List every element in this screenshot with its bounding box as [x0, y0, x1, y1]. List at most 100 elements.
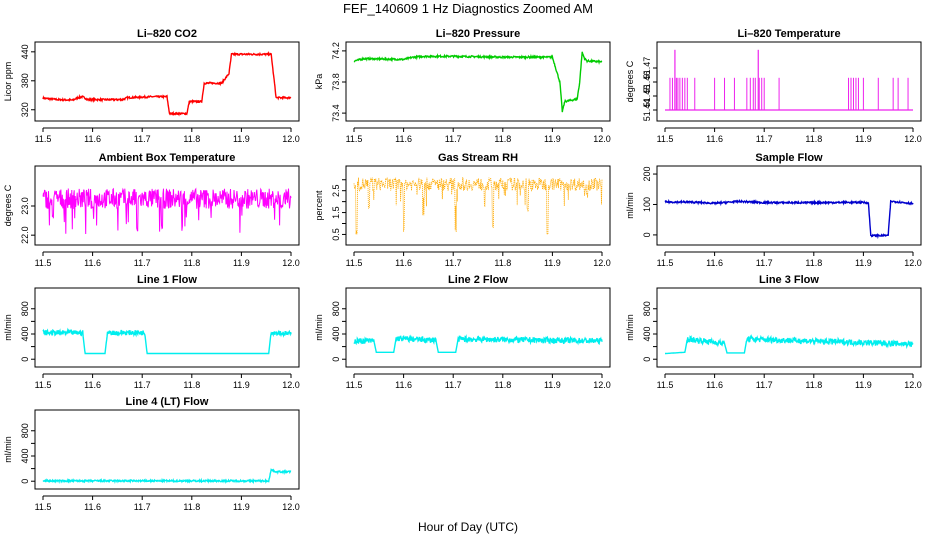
- plot-frame: [345, 165, 611, 246]
- y-tick-label: 320: [20, 102, 30, 117]
- y-tick-label: 51.45: [642, 85, 652, 108]
- x-tick-label: 11.7: [134, 502, 151, 512]
- y-axis-label: ml/min: [314, 314, 324, 341]
- x-tick-label: 11.8: [805, 380, 822, 390]
- y-tick-label: 73.4: [331, 104, 341, 122]
- y-tick-label: 0: [642, 357, 652, 362]
- line2-series: [353, 334, 603, 353]
- co2-series: [42, 50, 292, 117]
- panel-title: Ambient Box Temperature: [99, 152, 236, 164]
- line4-series: [42, 468, 292, 485]
- x-tick-label: 12.0: [593, 134, 611, 144]
- x-tick-label: 11.5: [346, 258, 363, 268]
- panel-sample_flow: Sample Flow ml/min 0 100 200 11.5 11.6 11.7 11.8…: [625, 152, 922, 268]
- x-tick-label: 11.9: [855, 380, 872, 390]
- plot-frame: [34, 41, 300, 122]
- plot-frame: [656, 41, 922, 122]
- panel-title: Line 1 Flow: [137, 274, 197, 286]
- panel-line3: Line 3 Flow ml/min 0 400 800 11.5 11.6 11.7 11.8…: [625, 274, 922, 390]
- x-tick-label: 11.6: [84, 380, 101, 390]
- pressure-series: [353, 51, 603, 113]
- x-tick-label: 11.5: [657, 134, 674, 144]
- x-tick-label: 12.0: [593, 380, 611, 390]
- y-tick-label: 400: [331, 326, 341, 341]
- x-tick-label: 12.0: [904, 380, 922, 390]
- plot-frame: [345, 41, 611, 122]
- panel-title: Li–820 CO2: [137, 28, 197, 40]
- y-axis-label: degrees C: [625, 60, 635, 102]
- x-tick-label: 11.8: [183, 258, 200, 268]
- y-tick-label: 200: [642, 167, 652, 182]
- panel-grid: Li–820 CO2 Licor ppm 320 380 440 11.5 11.6 11.7…: [3, 28, 922, 512]
- x-tick-label: 12.0: [282, 502, 300, 512]
- x-tick-label: 11.5: [35, 134, 52, 144]
- x-tick-label: 11.6: [395, 380, 412, 390]
- x-tick-label: 11.6: [706, 380, 723, 390]
- x-tick-label: 11.9: [233, 134, 250, 144]
- x-tick-label: 12.0: [282, 380, 300, 390]
- panel-title: Line 3 Flow: [759, 274, 819, 286]
- y-axis-label: Licor ppm: [3, 62, 13, 102]
- y-tick-label: 800: [642, 301, 652, 316]
- y-tick-label: 800: [20, 423, 30, 438]
- y-tick-label: 100: [642, 197, 652, 212]
- x-tick-label: 11.7: [445, 258, 462, 268]
- panel-title: Sample Flow: [755, 152, 823, 164]
- x-tick-label: 11.6: [84, 258, 101, 268]
- y-axis-label: ml/min: [3, 436, 13, 463]
- panel-line4: Line 4 (LT) Flow ml/min 0 400 800 11.5 11.6 11.…: [3, 396, 300, 512]
- plot-frame: [34, 409, 300, 490]
- x-tick-label: 11.9: [233, 502, 250, 512]
- y-tick-label: 0: [331, 357, 341, 362]
- box-temp-series: [42, 187, 292, 235]
- plot-frame: [656, 287, 922, 368]
- panel-title: Li–820 Pressure: [436, 28, 520, 40]
- y-axis-label: degrees C: [3, 184, 13, 226]
- x-tick-label: 11.5: [657, 380, 674, 390]
- y-tick-label: 73.8: [331, 73, 341, 91]
- x-tick-label: 11.8: [494, 134, 511, 144]
- y-tick-label: 400: [20, 326, 30, 341]
- rh-series: [353, 176, 603, 235]
- x-tick-label: 11.7: [445, 380, 462, 390]
- x-tick-label: 11.6: [395, 258, 412, 268]
- x-tick-label: 11.7: [756, 258, 773, 268]
- y-tick-label: 2.5: [331, 184, 341, 197]
- y-tick-label: 380: [20, 73, 30, 88]
- y-tick-label: 0: [20, 357, 30, 362]
- figure-title: FEF_140609 1 Hz Diagnostics Zoomed AM: [343, 1, 593, 16]
- plot-frame: [656, 165, 922, 246]
- y-tick-label: 51.44: [642, 99, 652, 122]
- x-tick-label: 11.5: [35, 380, 52, 390]
- y-tick-label: 0: [642, 232, 652, 237]
- y-axis-label: percent: [314, 190, 324, 221]
- x-tick-label: 11.6: [706, 258, 723, 268]
- x-tick-label: 11.9: [544, 380, 561, 390]
- x-tick-label: 11.8: [494, 258, 511, 268]
- panel-title: Gas Stream RH: [438, 152, 518, 164]
- x-tick-label: 11.5: [346, 380, 363, 390]
- y-axis-label: ml/min: [625, 314, 635, 341]
- panel-title: Line 4 (LT) Flow: [126, 396, 209, 408]
- panel-rh: Gas Stream RH percent 0.5 1.5 2.5 11.5 11.6 11.…: [314, 152, 611, 268]
- x-tick-label: 11.8: [183, 134, 200, 144]
- x-tick-label: 11.5: [35, 502, 52, 512]
- x-tick-label: 12.0: [904, 258, 922, 268]
- x-tick-label: 11.8: [494, 380, 511, 390]
- x-tick-label: 12.0: [593, 258, 611, 268]
- y-tick-label: 400: [20, 448, 30, 463]
- panel-box_temp: Ambient Box Temperature degrees C 22.0 23.0…: [3, 152, 300, 268]
- panel-line2: Line 2 Flow ml/min 0 400 800 11.5 11.6 11.7 11.8…: [314, 274, 611, 390]
- y-axis-label: kPa: [314, 74, 324, 90]
- y-tick-label: 0: [20, 479, 30, 484]
- y-tick-label: 23.0: [20, 197, 30, 215]
- x-tick-label: 11.7: [756, 380, 773, 390]
- line1-series: [42, 327, 292, 355]
- x-tick-label: 11.9: [855, 258, 872, 268]
- x-tick-label: 11.8: [183, 502, 200, 512]
- x-tick-label: 11.5: [346, 134, 363, 144]
- x-tick-label: 11.9: [233, 380, 250, 390]
- panel-title: Li–820 Temperature: [737, 28, 840, 40]
